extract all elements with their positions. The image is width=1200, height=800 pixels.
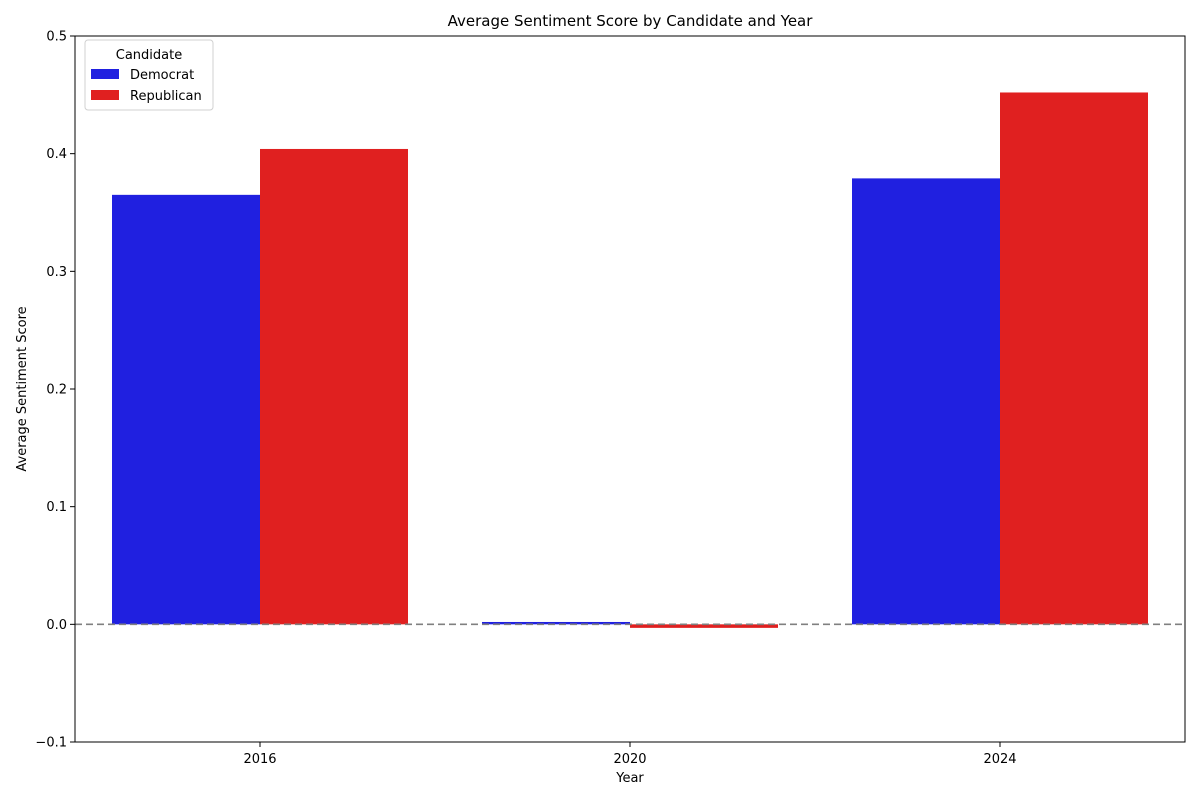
chart-title: Average Sentiment Score by Candidate and… [448, 12, 814, 30]
y-tick-label: 0.2 [46, 383, 67, 398]
legend-swatch-democrat [91, 69, 119, 79]
y-tick-label: 0.4 [46, 147, 67, 162]
y-tick-label: 0.5 [46, 30, 67, 45]
legend-label-democrat: Democrat [130, 68, 194, 83]
legend-swatch-republican [91, 90, 119, 100]
legend-label-republican: Republican [130, 89, 202, 104]
legend-title: Candidate [116, 48, 182, 63]
legend: Candidate Democrat Republican [84, 39, 214, 111]
y-tick-label: 0.3 [46, 265, 67, 280]
bars-layer [112, 92, 1148, 628]
y-tick-label: 0.0 [46, 618, 67, 633]
bar-republican-2024 [1000, 92, 1148, 625]
x-tick-label: 2016 [243, 752, 276, 767]
y-axis-title: Average Sentiment Score [15, 306, 30, 471]
x-tick-label: 2020 [613, 752, 646, 767]
bar-democrat-2016 [112, 194, 260, 625]
bar-republican-2016 [260, 148, 408, 625]
x-tick-label: 2024 [983, 752, 1016, 767]
y-tick-label: 0.1 [46, 500, 67, 515]
x-axis-title: Year [615, 771, 644, 786]
bar-democrat-2024 [852, 178, 1000, 625]
y-tick-label: −0.1 [35, 736, 67, 751]
axes-layer: −0.1 0.0 0.1 0.2 0.3 0.4 0.5 2016 2020 2024 [35, 30, 1186, 767]
bar-democrat-2020 [482, 621, 630, 625]
bar-republican-2020 [630, 624, 778, 628]
